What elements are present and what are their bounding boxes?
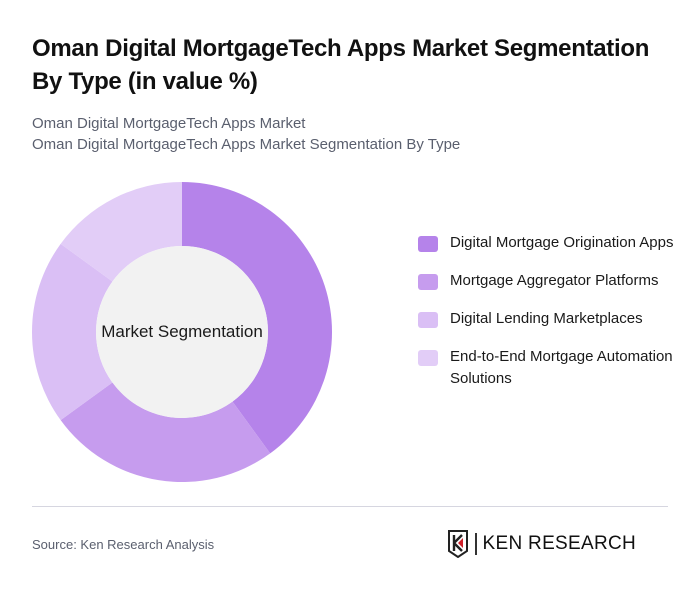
legend-label: Digital Mortgage Origination Apps [450, 234, 674, 251]
subtitle-line-2: Oman Digital MortgageTech Apps Market Se… [32, 136, 461, 153]
footer-divider [32, 506, 668, 507]
legend-swatch [418, 350, 438, 366]
legend-item: Digital Mortgage Origination Apps [418, 232, 678, 254]
legend-swatch [418, 312, 438, 328]
legend-item: Digital Lending Marketplaces [418, 308, 678, 330]
legend-item: End-to-End Mortgage Automation Solutions [418, 346, 678, 390]
subtitle-line-1: Oman Digital MortgageTech Apps Market [32, 115, 306, 132]
logo-text: KEN RESEARCH [482, 533, 637, 554]
source-note: Source: Ken Research Analysis [32, 537, 215, 552]
legend-label: Mortgage Aggregator Platforms [450, 272, 659, 289]
ken-research-k-icon [448, 530, 468, 558]
legend-swatch [418, 274, 438, 290]
donut-slice [32, 243, 113, 421]
legend-item: Mortgage Aggregator Platforms [418, 270, 678, 292]
donut-hole [96, 246, 268, 418]
donut-slice [182, 182, 332, 454]
logo-separator [475, 533, 477, 555]
legend-label: Digital Lending Marketplaces [450, 310, 643, 327]
donut-slice [60, 382, 271, 482]
donut-chart [32, 182, 332, 482]
donut-slice [60, 182, 182, 282]
chart-subtitle: Oman Digital MortgageTech Apps Market Om… [32, 113, 460, 155]
ken-research-logo: KEN RESEARCH [447, 530, 636, 558]
chart-legend: Digital Mortgage Origination Apps Mortga… [418, 232, 678, 406]
chart-title: Oman Digital MortgageTech Apps Market Se… [32, 35, 650, 95]
legend-swatch [418, 236, 438, 252]
legend-label: End-to-End Mortgage Automation Solutions [450, 348, 673, 387]
